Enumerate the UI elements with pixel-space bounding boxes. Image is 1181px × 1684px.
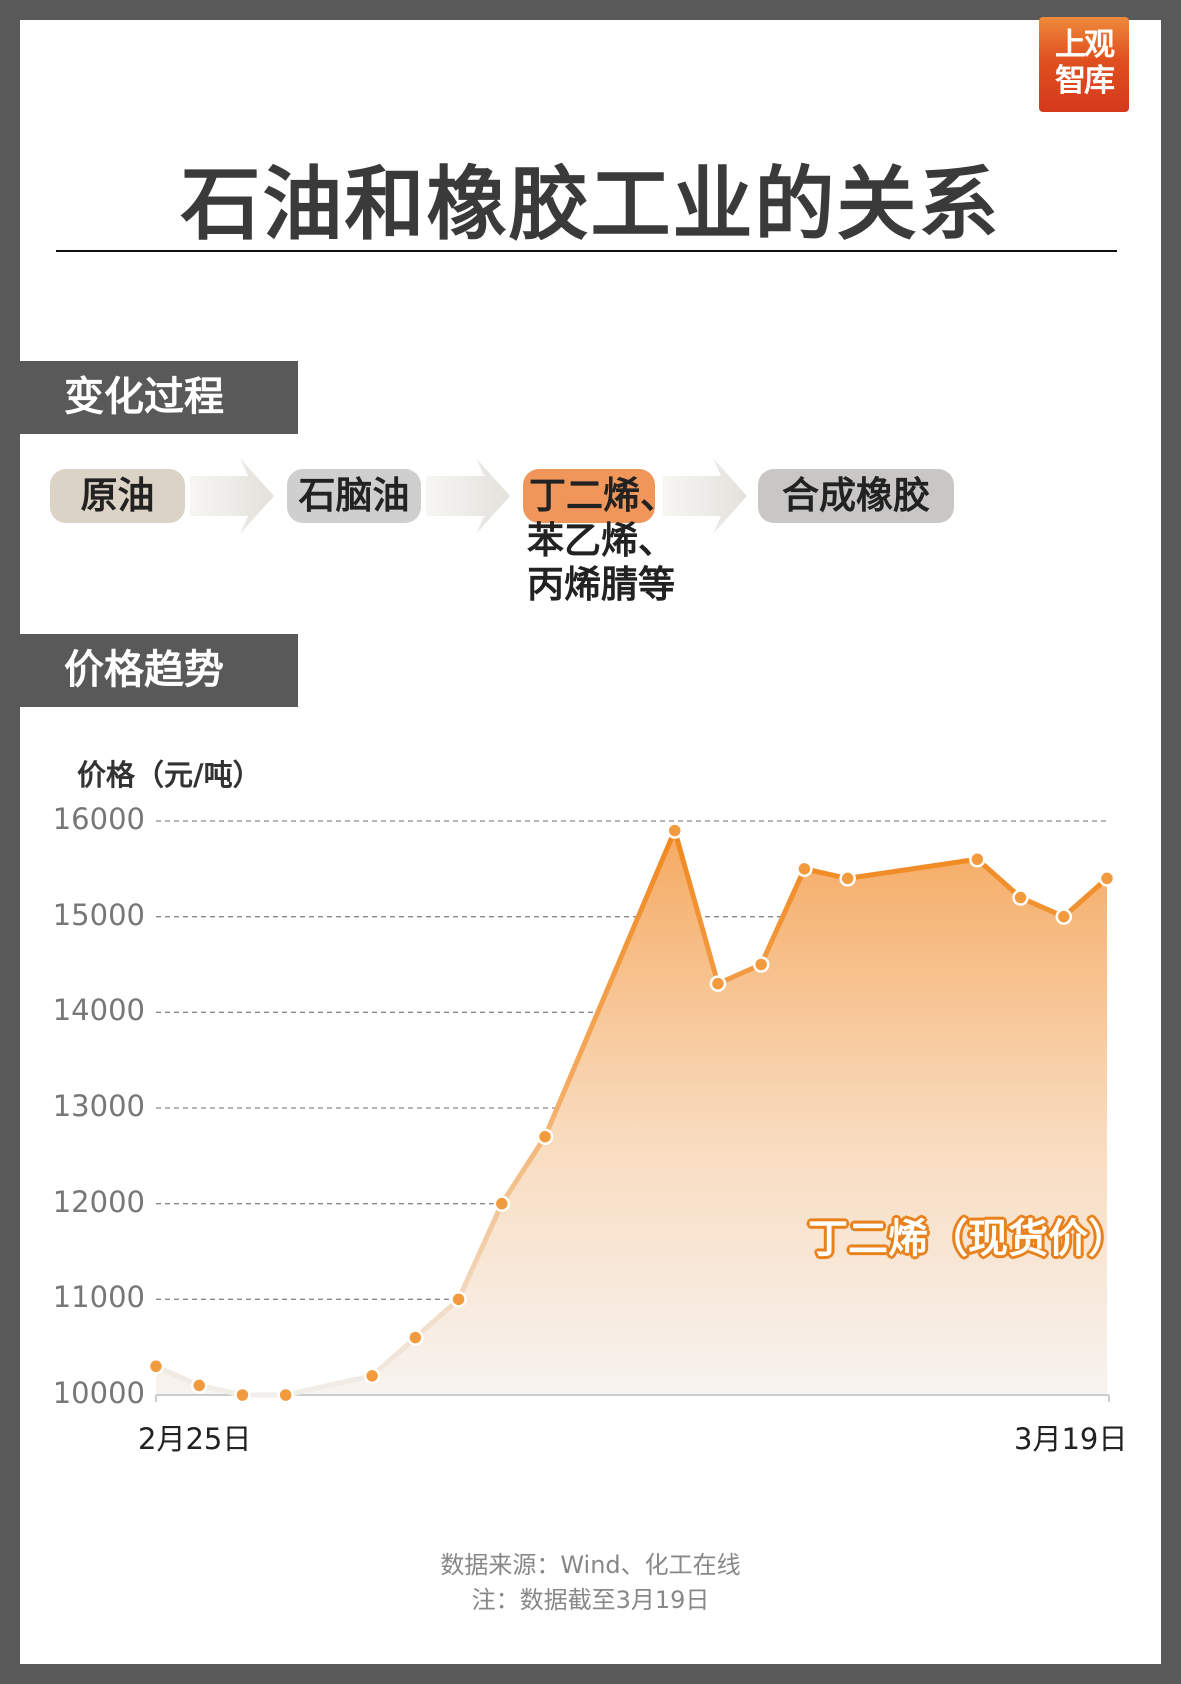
data-point [147, 1358, 165, 1375]
data-point [666, 822, 683, 839]
data-point [363, 1367, 381, 1385]
y-tick-label: 16000 [52, 802, 145, 836]
data-point [190, 1377, 208, 1394]
page-title: 石油和橡胶工业的关系 [180, 158, 1001, 251]
step-butadiene: 丁二烯、 [523, 469, 677, 523]
logo: 上观 智库 [1039, 17, 1129, 112]
title-divider [56, 250, 1117, 252]
data-point [839, 870, 856, 887]
data-point [493, 1195, 511, 1212]
step-naphtha: 石脑油 [287, 469, 421, 523]
data-point [277, 1386, 294, 1404]
data-point [709, 975, 727, 992]
step-synthetic-rubber: 合成橡胶 [758, 469, 954, 523]
step-crude-oil: 原油 [50, 469, 185, 523]
data-note: 注：数据截至3月19日 [471, 1586, 710, 1614]
data-point [407, 1329, 424, 1346]
step-styrene: 苯乙烯、 [527, 519, 675, 562]
x-tick-label-start: 2月25日 [138, 1422, 252, 1456]
arrow-icon [190, 458, 274, 534]
y-tick-label: 13000 [52, 1089, 145, 1123]
arrow-icon [663, 458, 747, 534]
x-tick-label-end: 3月19日 [1014, 1422, 1128, 1456]
y-tick-label: 12000 [52, 1184, 145, 1219]
step-acrylonitrile: 丙烯腈等 [527, 563, 675, 606]
y-axis-label: 价格（元/吨） [77, 758, 262, 792]
section-header-process: 变化过程 [20, 361, 298, 434]
y-tick-label: 14000 [52, 993, 145, 1028]
section-header-trend: 价格趋势 [20, 634, 298, 707]
y-tick-label: 10000 [52, 1376, 145, 1410]
logo-line2: 智库 [1055, 63, 1115, 99]
data-source: 数据来源：Wind、化工在线 [440, 1551, 741, 1579]
data-point [1012, 889, 1029, 906]
series-area [156, 830, 1107, 1395]
arrow-icon [426, 458, 510, 534]
series-label: 丁二烯（现货价） [808, 1216, 1128, 1262]
data-point [536, 1128, 554, 1145]
data-point [1098, 870, 1116, 887]
y-tick-label: 15000 [52, 897, 145, 932]
data-point [752, 956, 770, 973]
data-point [1055, 908, 1073, 925]
data-point [234, 1386, 251, 1404]
logo-line1: 上观 [1055, 27, 1115, 63]
data-point [796, 860, 813, 878]
data-point [969, 851, 986, 868]
data-point [450, 1291, 467, 1308]
y-tick-label: 11000 [52, 1280, 145, 1315]
